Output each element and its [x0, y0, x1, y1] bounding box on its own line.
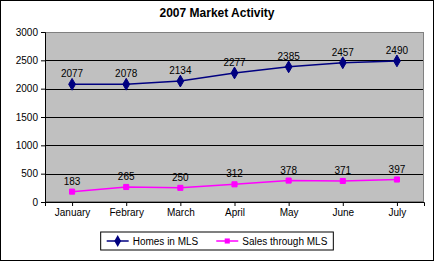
- marker: [124, 184, 129, 189]
- y-tick: [41, 32, 45, 33]
- x-tick: [397, 202, 398, 206]
- marker: [178, 185, 183, 190]
- x-tick: [235, 202, 236, 206]
- x-tick-group: Febrary: [109, 202, 143, 218]
- plot: 0 500 1000 1500 2000 2500 3000 January Febrary Ma…: [16, 27, 425, 218]
- y-tick-group: 0: [32, 197, 45, 208]
- marks: [69, 55, 401, 194]
- grid: [45, 33, 424, 203]
- y-tick-label: 2500: [16, 55, 39, 66]
- marker: [70, 189, 75, 194]
- legend: Homes in MLS Sales through MLS: [101, 232, 334, 250]
- x-tick-group: March: [167, 202, 195, 218]
- x-tick-group: May: [280, 202, 299, 218]
- data-label: 2077: [61, 68, 84, 79]
- chart-border: [1, 1, 434, 261]
- plot-frame: [46, 33, 424, 202]
- y-tick-group: 3000: [16, 27, 45, 38]
- marker: [285, 61, 292, 73]
- y-tick-label: 1000: [16, 140, 39, 151]
- grid-line: [45, 145, 424, 146]
- y-tick: [41, 60, 45, 61]
- legend-label: Homes in MLS: [133, 236, 199, 247]
- x-axis: January Febrary March April May June July: [46, 202, 425, 218]
- data-labels: 2077 2078 2134 2277 2385 2457 2490 183 265 250 312…: [61, 45, 409, 187]
- marker: [394, 177, 399, 182]
- plot-background: [45, 32, 424, 202]
- x-tick: [180, 202, 181, 206]
- y-tick: [41, 89, 45, 90]
- data-label: 250: [172, 172, 189, 183]
- chart: 2007 Market Activity05001000150020002500…: [0, 0, 434, 261]
- marker: [231, 67, 238, 79]
- x-tick: [289, 202, 290, 206]
- marker: [123, 78, 130, 90]
- data-label: 2490: [386, 45, 409, 56]
- legend-box: [101, 232, 334, 250]
- y-tick-group: 1000: [16, 140, 45, 151]
- x-tick-label: April: [225, 207, 245, 218]
- marker: [340, 178, 345, 183]
- data-label: 312: [226, 168, 243, 179]
- y-tick-label: 0: [32, 197, 38, 208]
- data-label: 183: [64, 176, 81, 187]
- x-tick-label: Febrary: [109, 207, 143, 218]
- y-axis: 0 500 1000 1500 2000 2500 3000: [16, 27, 46, 208]
- y-tick-group: 2000: [16, 83, 45, 94]
- data-label: 2457: [332, 47, 355, 58]
- y-tick-label: 2000: [16, 83, 39, 94]
- y-tick: [41, 145, 45, 146]
- y-tick-group: 2500: [16, 55, 45, 66]
- y-tick-label: 1500: [16, 112, 39, 123]
- legend-item: Sales through MLS: [216, 236, 327, 247]
- marker: [232, 182, 237, 187]
- marker: [394, 55, 401, 67]
- legend-item: Homes in MLS: [107, 235, 199, 247]
- data-label: 378: [280, 165, 297, 176]
- x-tick-label: March: [167, 207, 195, 218]
- data-label: 371: [334, 165, 351, 176]
- marker: [69, 78, 76, 90]
- data-label: 397: [389, 164, 406, 175]
- x-tick-group: January: [55, 202, 91, 218]
- title: 2007 Market Activity: [160, 6, 275, 20]
- x-tick-label: July: [389, 207, 407, 218]
- x-tick: [72, 202, 73, 206]
- x-tick-label: May: [280, 207, 299, 218]
- marker: [286, 178, 291, 183]
- x-tick-group: June: [332, 202, 354, 218]
- x-tick-label: June: [332, 207, 354, 218]
- y-tick: [41, 117, 45, 118]
- y-tick: [41, 202, 45, 203]
- data-label: 2277: [223, 57, 246, 68]
- data-label: 2385: [278, 51, 301, 62]
- marker: [339, 57, 346, 69]
- y-tick-group: 500: [21, 168, 45, 179]
- y-tick-label: 3000: [16, 27, 39, 38]
- x-tick-label: January: [55, 207, 91, 218]
- legend-items: Homes in MLS Sales through MLS: [107, 235, 328, 247]
- y-axis-line: [41, 33, 46, 203]
- y-tick-label: 500: [21, 168, 38, 179]
- legend-marker: [114, 235, 121, 247]
- y-tick: [41, 174, 45, 175]
- x-tick-group: April: [225, 202, 245, 218]
- legend-label: Sales through MLS: [242, 236, 327, 247]
- data-label: 265: [118, 171, 135, 182]
- legend-marker: [225, 238, 230, 243]
- x-tick-group: July: [389, 202, 407, 218]
- x-tick: [343, 202, 344, 206]
- data-label: 2134: [169, 65, 192, 76]
- marker: [177, 75, 184, 87]
- data-label: 2078: [115, 68, 138, 79]
- grid-line: [45, 117, 424, 118]
- x-tick: [126, 202, 127, 206]
- x-axis-line: [46, 203, 425, 207]
- grid-line: [45, 89, 424, 90]
- y-tick-group: 1500: [16, 112, 45, 123]
